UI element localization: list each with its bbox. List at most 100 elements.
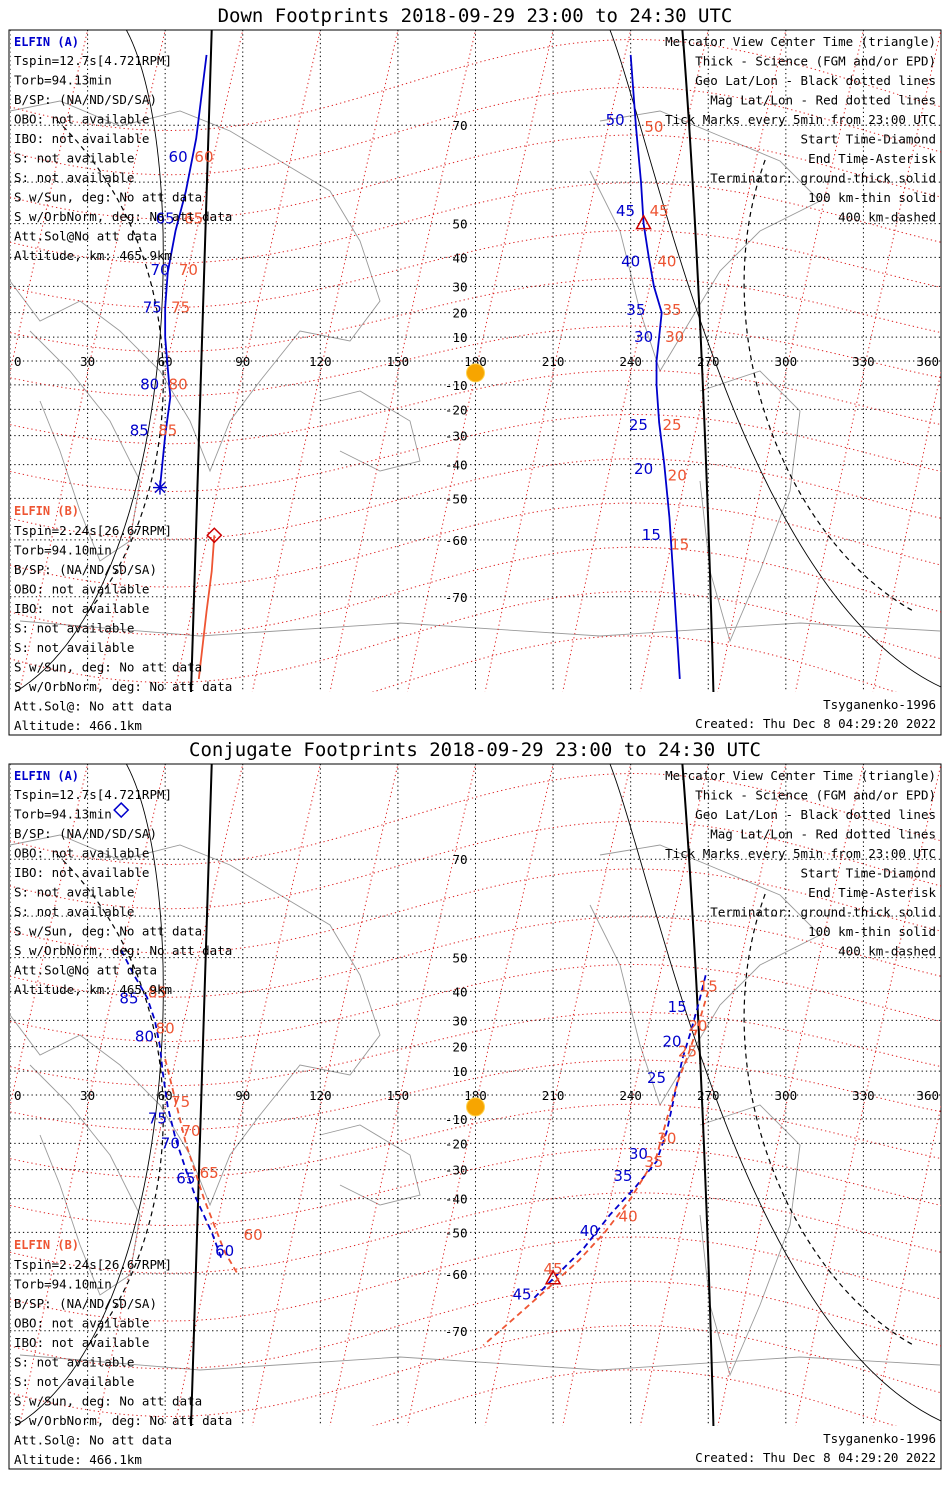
elfin-b-tick-label: 75 [171,299,190,317]
lon-tick-label: 300 [775,354,798,369]
elfin-b-info-line: Torb=94.10min [14,543,112,558]
legend: Mercator View Center Time (triangle) Thic… [665,768,936,959]
lat-tick-label: 20 [452,306,467,321]
elfin-b-info-line: S: not available [14,640,134,655]
terminator-400km [743,893,916,1347]
sun-icon [466,363,485,383]
legend-line: Geo Lat/Lon - Black dotted lines [695,73,936,88]
lon-tick-label: 120 [309,354,332,369]
elfin-b-tick-label: 85 [148,983,167,1001]
coastline [319,390,421,472]
center-time-triangle [544,1269,562,1285]
lon-tick-label: 120 [309,1088,332,1103]
elfin-b-info-line: S: not available [14,621,134,636]
elfin-a-tick-label: 60 [169,148,188,166]
lon-tick-label: 360 [916,354,939,369]
coastline [589,844,821,1107]
elfin-b-tick-label: 70 [181,1122,200,1140]
elfin-b-tick-label: 15 [699,977,718,995]
legend-line: Mercator View Center Time (triangle) [665,768,936,783]
elfin-b-name: ELFIN (B) [14,504,79,518]
elfin-b-tick-label: 80 [169,376,188,394]
mag-parallel [10,277,941,353]
elfin-b-info-line: IBO: not available [14,1335,149,1350]
elfin-a-tick-label: 20 [634,460,653,478]
lat-tick-label: 40 [452,250,467,265]
lat-tick-label: -30 [445,429,468,444]
elfin-b-tick-label: 65 [184,210,203,228]
mag-meridian [794,764,941,1426]
elfin-a-info-line: Altitude, km: 465.9km [14,982,172,997]
terminator-400km [56,853,164,1347]
elfin-a-info-line: S: not available [14,904,134,919]
conjugate-footprints-panel: Conjugate Footprints 2018-09-29 23:00 to… [8,739,942,1470]
mag-parallel [371,1369,898,1426]
elfin-a-tick-label: 30 [629,1145,648,1163]
elfin-b-tick-label: 85 [158,422,177,440]
elfin-b-tick-label: 25 [662,416,681,434]
mag-parallel [10,230,941,308]
lon-tick-label: 360 [916,1088,939,1103]
elfin-a-info-line: Tspin=12.7s[4.721RPM] [14,787,172,802]
lon-tick-label: 210 [542,354,565,369]
elfin-b-tick-label: 45 [650,202,669,220]
elfin-a-info-line: Torb=94.13min [14,73,112,88]
elfin-a-tick-label: 70 [161,1134,180,1152]
elfin-b-info-line: B/SP: (NA/ND/SD/SA) [14,1296,157,1311]
elfin-a-tick-label: 60 [215,1242,234,1260]
lon-tick-label: 30 [80,1088,95,1103]
elfin-b-info-line: S w/Sun, deg: No att data [14,1394,202,1409]
legend-line: 400 km-dashed [838,210,936,225]
elfin-a-tick-label: 20 [662,1033,681,1051]
lon-tick-label: 150 [387,354,410,369]
mag-meridian [329,764,477,1426]
elfin-a-info-line: OBO: not available [14,846,149,861]
legend-line: Mag Lat/Lon - Red dotted lines [710,93,936,108]
elfin-b-tick-label: 75 [171,1093,190,1111]
coastline [699,370,801,643]
lon-tick-label: 300 [775,1088,798,1103]
legend: Mercator View Center Time (triangle) Thic… [665,34,936,225]
mag-parallel [10,1011,941,1087]
elfin-a-name: ELFIN (A) [14,35,79,49]
mag-parallel [10,868,941,954]
elfin-b-info-line: S: not available [14,1355,134,1370]
elfin-b-tick-label: 45 [544,1260,563,1278]
terminator-ground [190,30,213,692]
mag-meridian [96,764,244,1426]
elfin-b-info-line: S w/OrbNorm, deg: No att data [14,679,232,694]
mag-parallel [10,1148,941,1226]
coastline [10,100,381,473]
lat-tick-label: -50 [445,491,468,506]
terminator-100km [609,30,941,688]
elfin-b-track2 [482,991,710,1347]
elfin-a-tick-label: 80 [135,1028,154,1046]
elfin-b-info: ELFIN (B) Tspin=2.24s[26.67RPM] Torb=94.10… [14,1238,232,1467]
lat-tick-label: 50 [452,217,467,232]
elfin-b-tick-label: 60 [244,1226,263,1244]
start-time-diamond [206,527,223,544]
terminator-100km [609,764,941,1422]
elfin-a-info-line: IBO: not available [14,131,149,146]
lat-tick-label: 10 [452,330,467,345]
lon-tick-label: 0 [14,1088,22,1103]
mag-meridian [251,30,399,692]
elfin-a-info-line: S: not available [14,885,134,900]
legend-line: Start Time-Diamond [801,132,936,147]
elfin-b-info-line: B/SP: (NA/ND/SD/SA) [14,562,157,577]
elfin-b-tick-label: 20 [688,1017,707,1035]
legend-line: End Time-Asterisk [808,151,936,166]
mag-parallel [10,964,941,1042]
elfin-b-track1 [164,1058,239,1275]
coastline [19,1354,941,1371]
elfin-b-track1 [197,535,216,680]
lat-tick-label: -40 [445,1192,468,1207]
legend-line: Start Time-Diamond [801,866,936,881]
mag-meridian [717,764,865,1426]
lat-tick-label: -30 [445,1163,468,1178]
terminator-ground [681,30,715,692]
elfin-a-info: ELFIN (A) Tspin=12.7s[4.721RPM] Torb=94.13… [14,35,232,263]
elfin-a-info-line: S: not available [14,170,134,185]
lat-tick-label: 10 [452,1064,467,1079]
